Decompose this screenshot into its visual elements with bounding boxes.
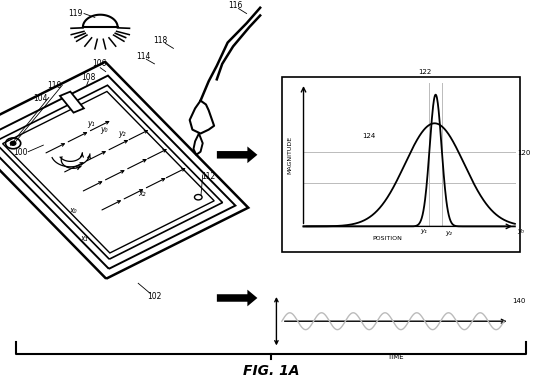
Bar — [282, 77, 520, 252]
Text: 120: 120 — [517, 150, 531, 156]
Text: FIG. 1A: FIG. 1A — [243, 364, 299, 378]
Circle shape — [10, 141, 16, 145]
Text: 104: 104 — [34, 94, 48, 103]
Text: 119: 119 — [69, 9, 83, 18]
Text: 114: 114 — [137, 51, 151, 61]
Text: 100: 100 — [14, 148, 28, 158]
Polygon shape — [190, 101, 214, 134]
Text: y₂: y₂ — [118, 129, 126, 138]
Text: y₀: y₀ — [518, 228, 525, 235]
Text: y₁: y₁ — [420, 228, 427, 235]
Polygon shape — [193, 134, 203, 155]
Text: y₂: y₂ — [444, 230, 451, 236]
Polygon shape — [60, 92, 84, 113]
Text: 106: 106 — [92, 59, 106, 68]
Text: 108: 108 — [81, 73, 95, 82]
Text: POSITION: POSITION — [372, 236, 403, 241]
Text: 124: 124 — [363, 133, 376, 139]
Text: x₁: x₁ — [80, 233, 88, 243]
Text: 102: 102 — [147, 291, 162, 301]
Text: x₂: x₂ — [138, 189, 146, 198]
Text: 110: 110 — [47, 80, 61, 90]
Text: x₀: x₀ — [69, 206, 77, 216]
Text: 112: 112 — [202, 171, 216, 181]
Text: y₀: y₀ — [100, 125, 108, 134]
Text: 116: 116 — [229, 1, 243, 10]
Text: 140: 140 — [512, 298, 526, 304]
Text: MAGNITUDE: MAGNITUDE — [287, 136, 293, 174]
Text: 118: 118 — [153, 36, 167, 45]
Text: 122: 122 — [418, 69, 431, 75]
Text: TIME: TIME — [388, 354, 404, 360]
Text: y₁: y₁ — [87, 119, 95, 128]
